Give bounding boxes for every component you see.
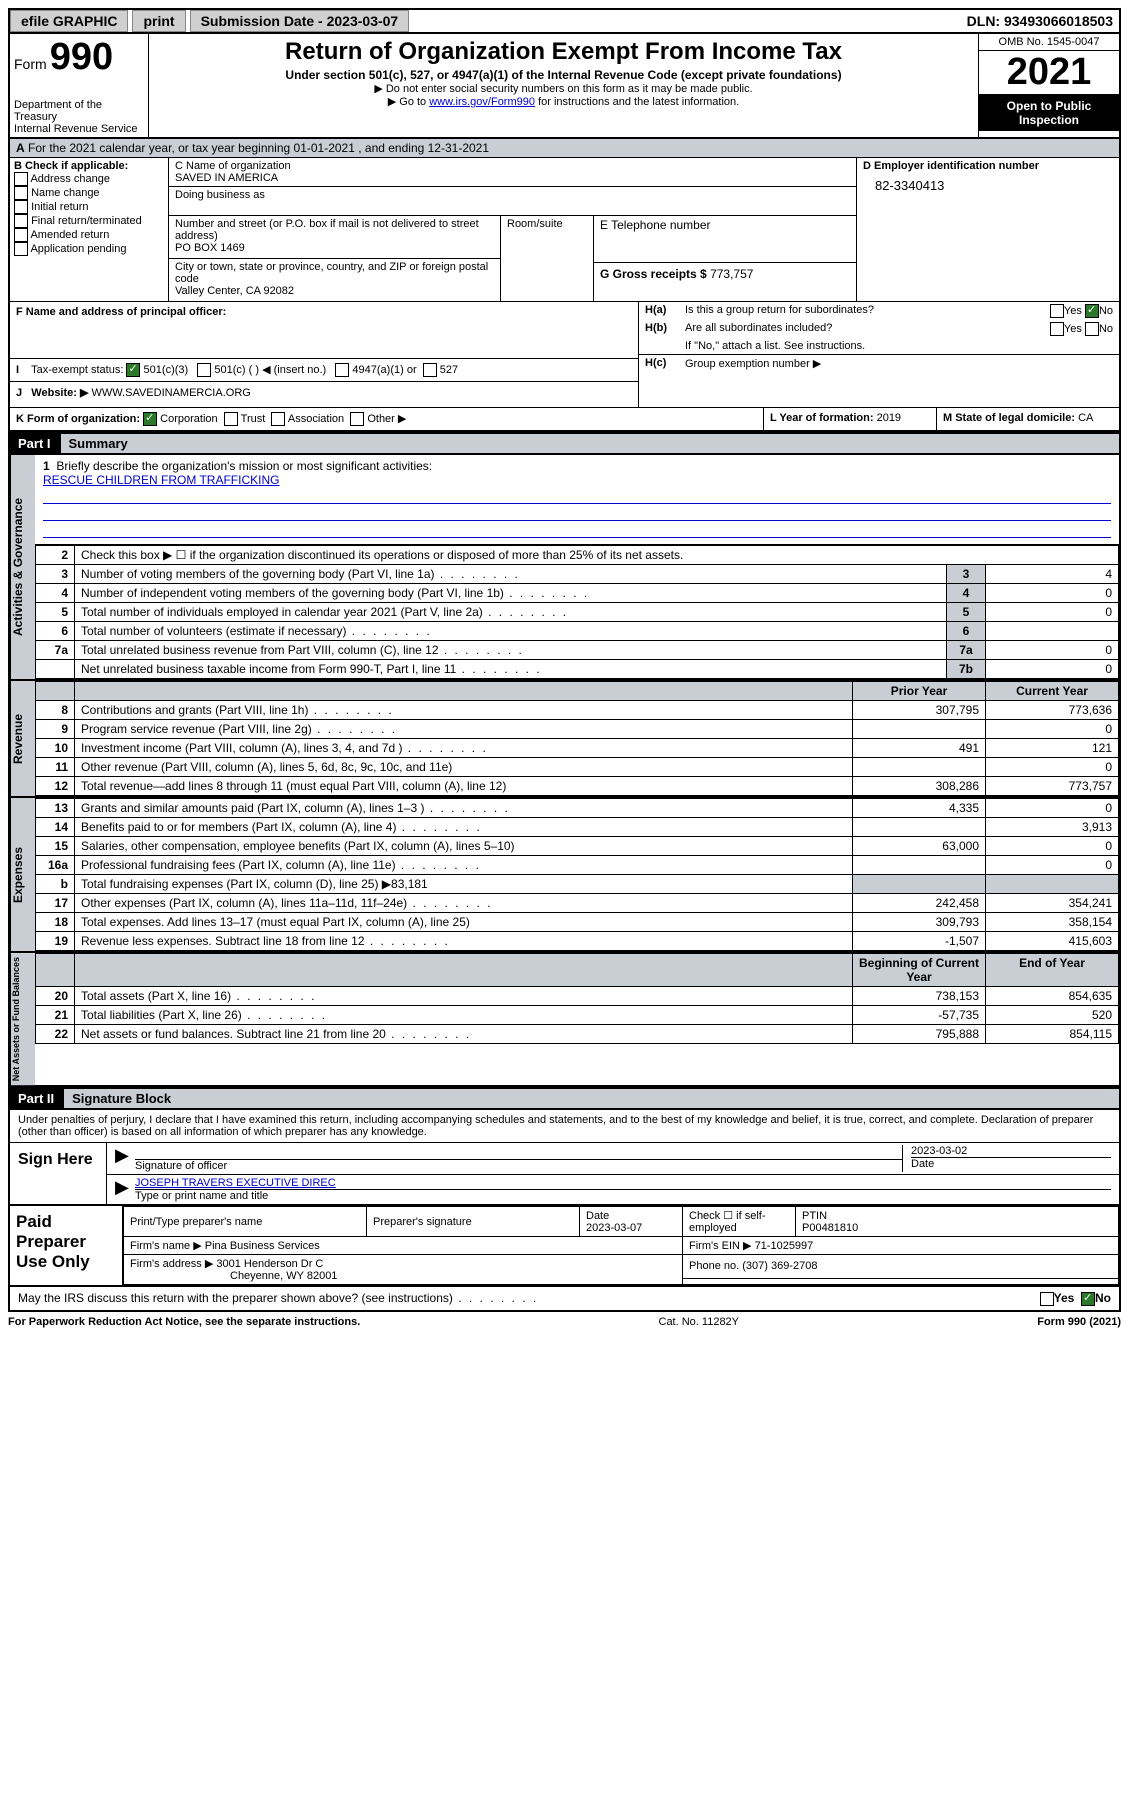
irs-label: Internal Revenue Service (14, 123, 144, 135)
tab-expenses: Expenses (10, 798, 35, 951)
part1-header: Part I Summary (8, 432, 1121, 455)
omb-number: OMB No. 1545-0047 (979, 34, 1119, 50)
officer-name: JOSEPH TRAVERS EXECUTIVE DIREC (135, 1177, 336, 1189)
tab-netassets: Net Assets or Fund Balances (10, 953, 35, 1085)
gross-receipts: 773,757 (710, 267, 753, 281)
netassets-table: Beginning of Current YearEnd of Year 20T… (35, 953, 1119, 1044)
preparer-table: Print/Type preparer's name Preparer's si… (123, 1206, 1119, 1285)
form-number: 990 (50, 36, 113, 78)
firm-name: Pina Business Services (205, 1240, 320, 1252)
print-button[interactable]: print (132, 10, 185, 32)
part2-header: Part II Signature Block (8, 1087, 1121, 1110)
org-address: PO BOX 1469 (175, 242, 245, 254)
signature-block: Under penalties of perjury, I declare th… (8, 1110, 1121, 1206)
governance-section: Activities & Governance 1 Briefly descri… (8, 455, 1121, 681)
top-bar: efile GRAPHIC print Submission Date - 20… (8, 8, 1121, 34)
box-c: C Name of organization SAVED IN AMERICA … (169, 158, 856, 301)
org-city: Valley Center, CA 92082 (175, 285, 294, 297)
tax-year: 2021 (979, 50, 1119, 95)
footer-form: Form 990 (2021) (1037, 1316, 1121, 1328)
preparer-block: Paid Preparer Use Only Print/Type prepar… (8, 1206, 1121, 1287)
perjury-statement: Under penalties of perjury, I declare th… (10, 1110, 1119, 1143)
website: WWW.SAVEDINAMERCIA.ORG (92, 387, 251, 399)
revenue-table: Prior YearCurrent Year 8Contributions an… (35, 681, 1119, 796)
tab-revenue: Revenue (10, 681, 35, 796)
form-header: Form 990 Department of the Treasury Inte… (8, 34, 1121, 139)
org-name: SAVED IN AMERICA (175, 172, 278, 184)
section-fgh: F Name and address of principal officer:… (8, 302, 1121, 408)
open-public: Open to Public Inspection (979, 95, 1119, 131)
may-irs-discuss: May the IRS discuss this return with the… (8, 1287, 1121, 1312)
revenue-section: Revenue Prior YearCurrent Year 8Contribu… (8, 681, 1121, 798)
tab-governance: Activities & Governance (10, 455, 35, 679)
netassets-section: Net Assets or Fund Balances Beginning of… (8, 953, 1121, 1087)
box-f: F Name and address of principal officer:… (10, 302, 639, 407)
form-subtitle: Under section 501(c), 527, or 4947(a)(1)… (153, 68, 974, 82)
section-bcd: B Check if applicable: Address change Na… (8, 158, 1121, 302)
box-h: H(a)Is this a group return for subordina… (639, 302, 1119, 407)
note-ssn: ▶ Do not enter social security numbers o… (153, 82, 974, 95)
tax-period: A For the 2021 calendar year, or tax yea… (8, 139, 1121, 158)
submission-date: Submission Date - 2023-03-07 (190, 10, 410, 32)
form-word: Form (14, 56, 47, 72)
box-b: B Check if applicable: Address change Na… (10, 158, 169, 301)
note-goto-post: for instructions and the latest informat… (538, 96, 739, 108)
expenses-table: 13Grants and similar amounts paid (Part … (35, 798, 1119, 951)
sig-date: 2023-03-02 (911, 1145, 967, 1157)
box-d: D Employer identification number 82-3340… (856, 158, 1119, 301)
irs-link[interactable]: www.irs.gov/Form990 (429, 96, 535, 108)
box-e: E Telephone number (600, 218, 850, 232)
page-footer: For Paperwork Reduction Act Notice, see … (8, 1312, 1121, 1332)
sign-here-label: Sign Here (10, 1143, 107, 1204)
room-suite: Room/suite (501, 216, 594, 301)
expenses-section: Expenses 13Grants and similar amounts pa… (8, 798, 1121, 953)
paid-preparer-label: Paid Preparer Use Only (10, 1206, 123, 1285)
dln-label: DLN: 93493066018503 (967, 13, 1119, 29)
dept-label: Department of the Treasury (14, 99, 144, 123)
ein-value: 82-3340413 (863, 172, 1113, 193)
form-title: Return of Organization Exempt From Incom… (153, 38, 974, 66)
governance-table: 2Check this box ▶ ☐ if the organization … (35, 545, 1119, 679)
efile-button[interactable]: efile GRAPHIC (10, 10, 128, 32)
mission-text: RESCUE CHILDREN FROM TRAFFICKING (43, 473, 279, 487)
footer-left: For Paperwork Reduction Act Notice, see … (8, 1316, 360, 1328)
note-goto-pre: ▶ Go to (388, 96, 429, 108)
row-klm: K Form of organization: Corporation Trus… (8, 408, 1121, 432)
footer-cat: Cat. No. 11282Y (360, 1316, 1037, 1328)
